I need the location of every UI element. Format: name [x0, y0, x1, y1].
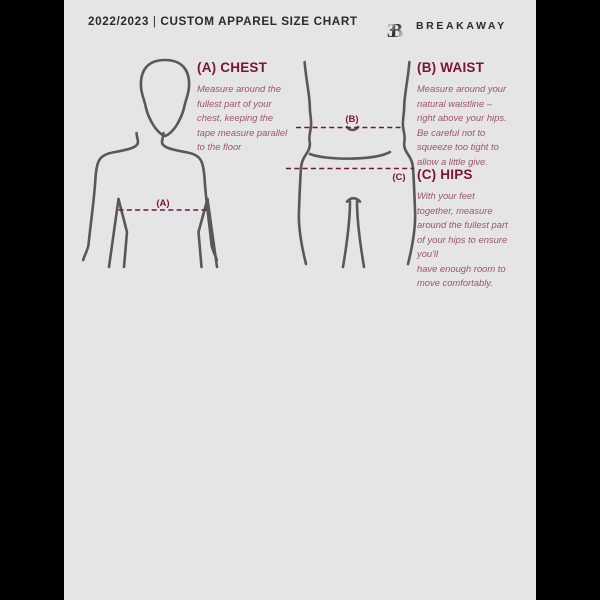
svg-text:(B): (B) [345, 114, 358, 125]
svg-text:(C): (C) [392, 172, 405, 183]
svg-text:(A): (A) [156, 198, 169, 209]
